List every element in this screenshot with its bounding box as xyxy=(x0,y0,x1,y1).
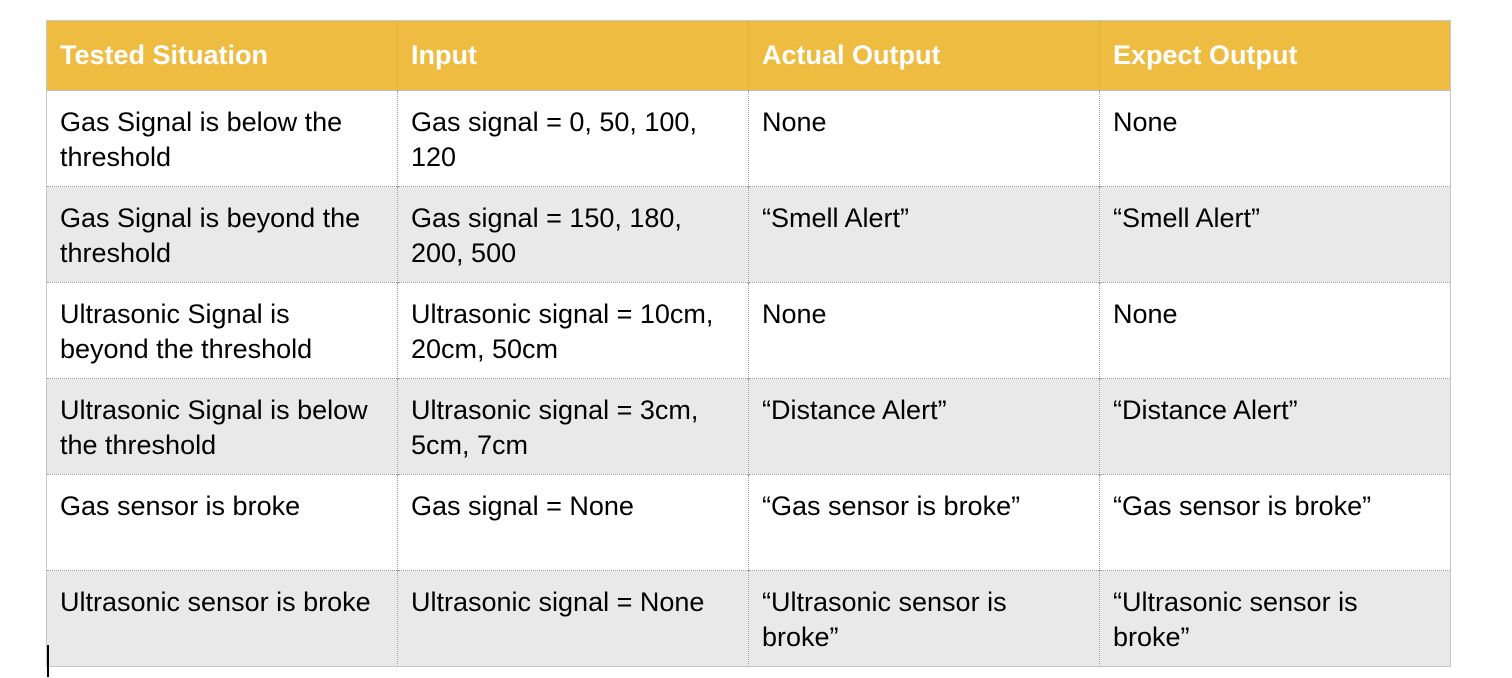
header-row: Tested Situation Input Actual Output Exp… xyxy=(46,20,1451,91)
header-expect-output[interactable]: Expect Output xyxy=(1099,20,1451,91)
table-row: Gas Signal is below the threshold Gas si… xyxy=(46,90,1451,187)
cell-actual-output[interactable]: “Gas sensor is broke” xyxy=(748,474,1100,571)
cell-expect-output[interactable]: “Smell Alert” xyxy=(1099,186,1451,283)
cell-actual-output[interactable]: None xyxy=(748,90,1100,187)
table-row: Ultrasonic Signal is below the threshold… xyxy=(46,378,1451,475)
cell-actual-output[interactable]: “Distance Alert” xyxy=(748,378,1100,475)
cell-tested-situation[interactable]: Gas sensor is broke xyxy=(46,474,398,571)
cell-input[interactable]: Gas signal = 0, 50, 100, 120 xyxy=(397,90,749,187)
cell-actual-output[interactable]: “Ultrasonic sensor is broke” xyxy=(748,570,1100,667)
cell-tested-situation[interactable]: Gas Signal is below the threshold xyxy=(46,90,398,187)
cell-expect-output[interactable]: None xyxy=(1099,90,1451,187)
table-header: Tested Situation Input Actual Output Exp… xyxy=(46,20,1451,91)
cell-expect-output[interactable]: “Gas sensor is broke” xyxy=(1099,474,1451,571)
table-row: Ultrasonic sensor is broke Ultrasonic si… xyxy=(46,570,1451,667)
cell-expect-output[interactable]: None xyxy=(1099,282,1451,379)
cell-input[interactable]: Ultrasonic signal = 3cm, 5cm, 7cm xyxy=(397,378,749,475)
header-input[interactable]: Input xyxy=(397,20,749,91)
cell-tested-situation[interactable]: Ultrasonic Signal is below the threshold xyxy=(46,378,398,475)
cell-actual-output[interactable]: None xyxy=(748,282,1100,379)
cell-tested-situation[interactable]: Gas Signal is beyond the threshold xyxy=(46,186,398,283)
table-row: Gas Signal is beyond the threshold Gas s… xyxy=(46,186,1451,283)
table-row: Ultrasonic Signal is beyond the threshol… xyxy=(46,282,1451,379)
cell-input[interactable]: Ultrasonic signal = 10cm, 20cm, 50cm xyxy=(397,282,749,379)
cell-input[interactable]: Gas signal = None xyxy=(397,474,749,571)
table-body: Gas Signal is below the threshold Gas si… xyxy=(46,90,1451,667)
cell-tested-situation[interactable]: Ultrasonic sensor is broke xyxy=(46,570,398,667)
header-tested-situation[interactable]: Tested Situation xyxy=(46,20,398,91)
test-cases-table: Tested Situation Input Actual Output Exp… xyxy=(46,20,1451,667)
cell-tested-situation[interactable]: Ultrasonic Signal is beyond the threshol… xyxy=(46,282,398,379)
cell-expect-output[interactable]: “Distance Alert” xyxy=(1099,378,1451,475)
cell-input[interactable]: Ultrasonic signal = None xyxy=(397,570,749,667)
cell-expect-output[interactable]: “Ultrasonic sensor is broke” xyxy=(1099,570,1451,667)
cell-input[interactable]: Gas signal = 150, 180, 200, 500 xyxy=(397,186,749,283)
text-cursor xyxy=(47,645,49,677)
cell-actual-output[interactable]: “Smell Alert” xyxy=(748,186,1100,283)
table-row: Gas sensor is broke Gas signal = None “G… xyxy=(46,474,1451,571)
header-actual-output[interactable]: Actual Output xyxy=(748,20,1100,91)
